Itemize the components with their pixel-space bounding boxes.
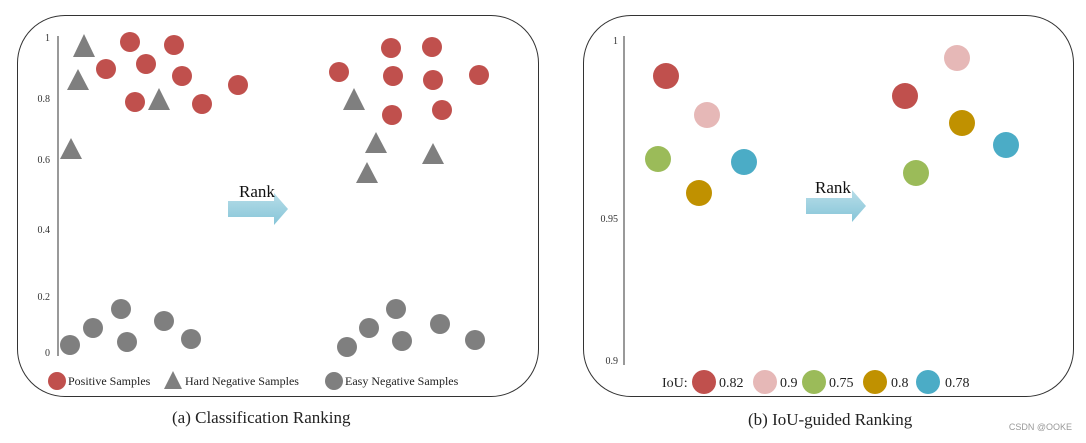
easy-negative-sample <box>83 318 103 338</box>
iou-sample-0.9 <box>694 102 720 128</box>
easy-negative-sample <box>359 318 379 338</box>
hard-negative-sample <box>148 88 170 110</box>
left-rank-label: Rank <box>239 182 275 201</box>
left-positive-samples-after <box>329 37 489 125</box>
left-y-tick: 0.6 <box>38 155 51 166</box>
positive-sample <box>228 75 248 95</box>
legend-hard-negative-icon <box>164 371 182 389</box>
left-y-axis: 1 0.8 0.6 0.4 0.2 0 <box>38 33 59 359</box>
legend-positive-icon <box>48 372 66 390</box>
hard-negative-sample <box>356 162 378 183</box>
easy-negative-sample <box>117 332 137 352</box>
positive-sample <box>192 94 212 114</box>
left-easy-negatives-after <box>337 299 485 357</box>
iou-sample-0.75 <box>645 146 671 172</box>
left-y-tick: 0.2 <box>38 292 51 303</box>
left-rank-arrow: Rank <box>228 182 288 225</box>
iou-legend-value: 0.8 <box>891 376 909 391</box>
hard-negative-sample <box>73 34 95 57</box>
iou-sample-0.8 <box>686 180 712 206</box>
left-positive-samples-before <box>96 32 248 114</box>
iou-sample-0.82 <box>653 63 679 89</box>
left-hard-negatives-before <box>60 34 170 159</box>
right-y-tick: 1 <box>613 36 618 47</box>
left-legend: Positive Samples Hard Negative Samples E… <box>48 371 459 390</box>
iou-sample-0.78 <box>993 132 1019 158</box>
iou-sample-0.75 <box>903 160 929 186</box>
legend-easy-negative-icon <box>325 372 343 390</box>
iou-sample-0.78 <box>731 149 757 175</box>
positive-sample <box>422 37 442 57</box>
easy-negative-sample <box>430 314 450 334</box>
right-legend: IoU: 0.82 0.9 0.75 0.8 0.78 <box>662 370 970 394</box>
right-samples-after <box>892 45 1019 186</box>
positive-sample <box>383 66 403 86</box>
iou-legend-swatch-0.8 <box>863 370 887 394</box>
legend-hard-negative-label: Hard Negative Samples <box>185 374 299 388</box>
hard-negative-sample <box>365 132 387 153</box>
iou-legend-value: 0.78 <box>945 376 970 391</box>
positive-sample <box>469 65 489 85</box>
easy-negative-sample <box>392 331 412 351</box>
iou-sample-0.9 <box>944 45 970 71</box>
positive-sample <box>136 54 156 74</box>
left-easy-negatives-before <box>60 299 201 355</box>
legend-easy-negative-label: Easy Negative Samples <box>345 374 459 388</box>
iou-ranking-caption: (b) IoU-guided Ranking <box>748 410 913 429</box>
easy-negative-sample <box>465 330 485 350</box>
watermark: CSDN @OOKE <box>1008 422 1072 432</box>
positive-sample <box>382 105 402 125</box>
right-y-axis: 1 0.95 0.9 <box>601 36 625 367</box>
hard-negative-sample <box>422 143 444 164</box>
easy-negative-sample <box>111 299 131 319</box>
classification-ranking-caption: (a) Classification Ranking <box>172 408 351 427</box>
right-y-tick: 0.95 <box>601 214 619 225</box>
positive-sample <box>381 38 401 58</box>
easy-negative-sample <box>60 335 80 355</box>
positive-sample <box>172 66 192 86</box>
easy-negative-sample <box>154 311 174 331</box>
iou-legend-value: 0.75 <box>829 376 854 391</box>
easy-negative-sample <box>386 299 406 319</box>
positive-sample <box>125 92 145 112</box>
left-hard-negatives-after <box>343 88 444 183</box>
hard-negative-sample <box>343 88 365 110</box>
left-y-tick: 1 <box>45 33 50 44</box>
left-y-tick: 0.4 <box>38 225 51 236</box>
iou-legend-value: 0.9 <box>780 376 798 391</box>
positive-sample <box>164 35 184 55</box>
legend-positive-label: Positive Samples <box>68 374 151 388</box>
right-rank-arrow: Rank <box>806 178 866 222</box>
positive-sample <box>120 32 140 52</box>
iou-legend-swatch-0.82 <box>692 370 716 394</box>
easy-negative-sample <box>337 337 357 357</box>
right-samples-before <box>645 63 757 206</box>
right-y-tick: 0.9 <box>606 356 619 367</box>
positive-sample <box>423 70 443 90</box>
positive-sample <box>432 100 452 120</box>
iou-legend-value: 0.82 <box>719 376 744 391</box>
positive-sample <box>329 62 349 82</box>
iou-legend-swatch-0.75 <box>802 370 826 394</box>
iou-sample-0.8 <box>949 110 975 136</box>
iou-legend-swatch-0.78 <box>916 370 940 394</box>
easy-negative-sample <box>181 329 201 349</box>
positive-sample <box>96 59 116 79</box>
iou-legend-swatch-0.9 <box>753 370 777 394</box>
hard-negative-sample <box>60 138 82 159</box>
iou-sample-0.82 <box>892 83 918 109</box>
left-y-tick: 0.8 <box>38 94 51 105</box>
iou-legend-prefix: IoU: <box>662 376 688 391</box>
left-y-tick: 0 <box>45 348 50 359</box>
right-rank-label: Rank <box>815 178 851 197</box>
hard-negative-sample <box>67 69 89 90</box>
